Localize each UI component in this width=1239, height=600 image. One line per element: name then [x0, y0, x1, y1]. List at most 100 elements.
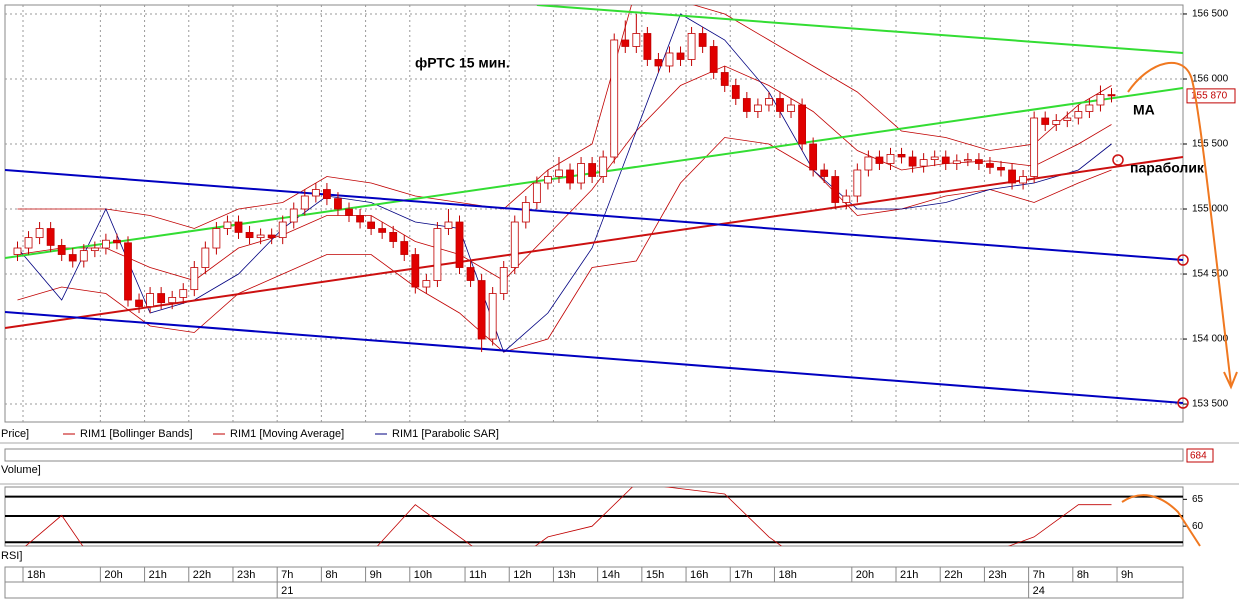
candle-body — [997, 167, 1005, 171]
x-tick-label: 7h — [281, 569, 293, 581]
x-tick-label: 20h — [104, 569, 122, 581]
candle-body — [57, 245, 66, 255]
candle-body — [35, 228, 44, 239]
volume-label: Volume] — [1, 464, 41, 476]
candle-body — [787, 104, 795, 112]
candle-body — [499, 267, 508, 294]
candle-body — [621, 39, 630, 47]
trend-line — [536, 5, 1183, 54]
candle-body — [698, 33, 707, 47]
date-label: 24 — [1033, 585, 1045, 597]
candle-body — [897, 154, 906, 158]
main-layer — [5, 5, 1183, 422]
candle-body — [422, 280, 431, 288]
current-price-box — [1186, 88, 1236, 104]
volume-frame — [4, 448, 1184, 462]
marker — [1177, 254, 1189, 266]
candle-body — [24, 237, 33, 249]
candle-body — [809, 143, 818, 171]
rsi-line — [25, 487, 1112, 546]
candle-body — [212, 228, 221, 249]
candle-body — [798, 104, 806, 145]
candle-body — [201, 247, 210, 268]
candle-body — [654, 59, 663, 67]
x-tick-label: 22h — [193, 569, 211, 581]
legend-label: RIM1 [Parabolic SAR] — [392, 428, 499, 440]
candle-body — [1008, 169, 1016, 184]
candle-body — [389, 232, 398, 242]
volume-last: 684 — [1190, 451, 1207, 462]
candle-body — [1107, 94, 1116, 97]
x-tick-label: 8h — [325, 569, 337, 581]
candle-body — [853, 169, 862, 197]
x-tick-label: 18h — [778, 569, 796, 581]
candle-body — [455, 221, 464, 268]
candle-body — [400, 241, 409, 255]
x-tick-label: 9h — [370, 569, 382, 581]
candle-body — [1096, 94, 1105, 106]
candle-body — [731, 85, 740, 99]
candle-body — [334, 198, 342, 210]
marker — [1177, 397, 1189, 409]
y-tick-label: 154 500 — [1192, 269, 1229, 280]
candle-body — [311, 189, 320, 197]
candle-body — [555, 169, 563, 177]
x-tick-label: 10h — [414, 569, 432, 581]
candle-body — [157, 293, 166, 304]
chart-title: фРТС 15 мин. — [415, 55, 510, 71]
candle-body — [113, 239, 121, 244]
candle-body — [68, 254, 77, 262]
candle-body — [930, 156, 939, 161]
plot-frame — [4, 4, 1184, 423]
x-tick-label: 20h — [856, 569, 874, 581]
x-tick-label: 21h — [900, 569, 918, 581]
candle-body — [577, 163, 585, 184]
candle-body — [289, 208, 298, 223]
candle-body — [13, 247, 22, 255]
x-tick-label: 8h — [1077, 569, 1089, 581]
candle-body — [168, 297, 177, 304]
candle-body — [1030, 117, 1039, 177]
candle-body — [433, 228, 442, 281]
candle-body — [323, 189, 331, 200]
candle-body — [908, 156, 917, 167]
marker — [1112, 154, 1124, 166]
candle-body — [886, 154, 895, 164]
x-tick-label: 14h — [602, 569, 620, 581]
candle-body — [234, 221, 243, 233]
x-tick-label: 9h — [1121, 569, 1133, 581]
candle-body — [146, 293, 154, 307]
rsi-forecast — [1121, 494, 1201, 547]
candle-body — [101, 239, 110, 249]
candle-body — [1063, 117, 1072, 121]
candle-body — [179, 289, 188, 298]
candle-body — [256, 234, 265, 239]
candle-body — [124, 242, 132, 301]
candle-body — [544, 176, 552, 184]
candle-body — [488, 293, 497, 340]
x-tick-label: 21h — [149, 569, 167, 581]
annotation: МА — [1133, 102, 1155, 118]
candle-body — [765, 98, 773, 106]
candle-body — [1085, 104, 1094, 112]
candle-body — [831, 176, 840, 203]
candle-body — [1052, 120, 1061, 125]
rsi-tick-label: 65 — [1192, 494, 1204, 505]
y-tick-label: 155 500 — [1192, 139, 1229, 150]
candle-body — [444, 221, 453, 229]
trend-line — [5, 156, 1183, 329]
bollinger-lower — [17, 137, 1112, 353]
candle-body — [665, 52, 674, 67]
arrow-head — [1223, 371, 1238, 390]
candle-body — [477, 280, 486, 340]
x-tick-label: 18h — [27, 569, 45, 581]
parabolic-sar — [17, 13, 1112, 353]
candle-body — [776, 98, 784, 112]
x-tick-label: 17h — [734, 569, 752, 581]
candle-body — [46, 228, 55, 246]
candle-body — [753, 104, 762, 112]
rsi-tick-label: 60 — [1192, 521, 1204, 532]
